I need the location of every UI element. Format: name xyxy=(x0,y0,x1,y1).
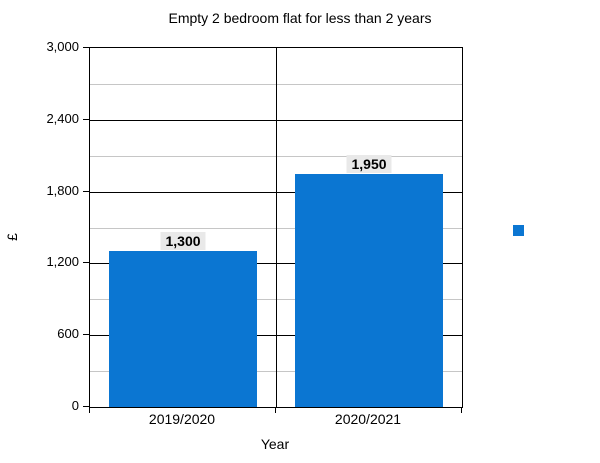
x-category-label: 2020/2021 xyxy=(334,411,402,427)
x-axis-title: Year xyxy=(260,436,290,452)
y-axis-title: £ xyxy=(4,233,20,241)
bar-value-label: 1,950 xyxy=(346,154,392,173)
bar-value-label: 1,300 xyxy=(160,232,206,251)
y-tick-mark xyxy=(83,118,89,120)
y-tick-mark xyxy=(83,334,89,336)
plot-area: 1,300 1,950 xyxy=(89,47,463,408)
y-tick-label: 1,800 xyxy=(46,182,79,198)
x-tick-mark xyxy=(275,407,276,413)
x-tick-mark xyxy=(461,407,462,413)
legend-swatch xyxy=(513,225,524,236)
x-tick-mark xyxy=(89,407,90,413)
legend xyxy=(513,225,524,236)
y-tick-label: 0 xyxy=(71,398,79,413)
chart-title: Empty 2 bedroom flat for less than 2 yea… xyxy=(168,10,432,26)
y-tick-label: 1,200 xyxy=(46,254,79,270)
y-tick-mark xyxy=(83,190,89,192)
bar xyxy=(294,173,444,407)
bar xyxy=(108,251,258,407)
y-tick-label: 600 xyxy=(57,326,79,342)
y-tick-mark xyxy=(83,262,89,264)
y-tick-label: 2,400 xyxy=(46,110,79,126)
y-tick-label: 3,000 xyxy=(46,39,79,54)
y-tick-mark xyxy=(83,47,89,48)
y-tick-mark xyxy=(83,406,89,407)
x-category-label: 2019/2020 xyxy=(148,411,216,427)
category-divider xyxy=(276,48,277,407)
